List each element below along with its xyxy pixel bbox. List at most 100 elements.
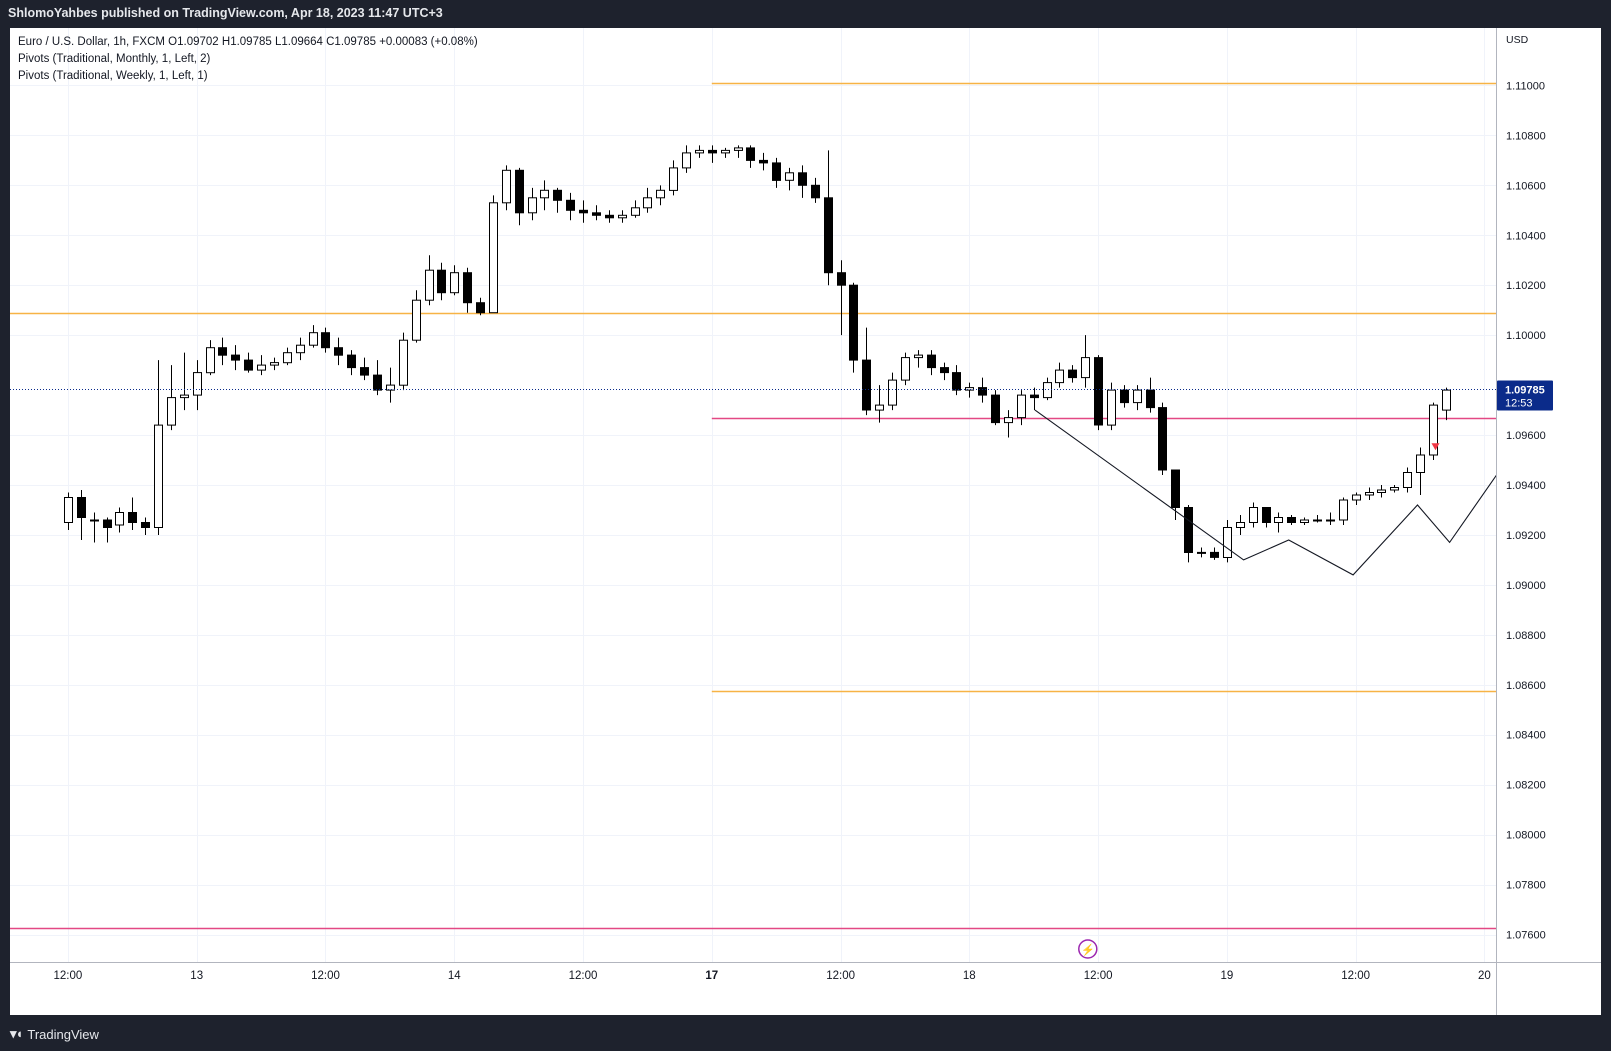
pivot-lines — [10, 82, 1496, 930]
candle-down — [553, 189, 562, 201]
signal-down-icon — [1431, 443, 1440, 451]
candle-up — [1300, 519, 1309, 523]
legend-monthly-pivots[interactable]: Pivots (Traditional, Monthly, 1, Left, 2… — [18, 53, 211, 65]
brand-name: TradingView — [27, 1026, 99, 1042]
candle-up — [283, 352, 292, 364]
candle-up — [643, 197, 652, 209]
candle-up — [425, 269, 434, 301]
candle-up — [1313, 519, 1322, 522]
publisher-text: ShlomoYahbes published on TradingView.co… — [8, 6, 443, 20]
candle-up — [64, 497, 73, 523]
drawings — [1034, 409, 1496, 576]
time-tick-label: 17 — [705, 970, 718, 982]
event-circle-icon — [1078, 939, 1098, 959]
candle-up — [901, 357, 910, 381]
candle-up — [528, 197, 537, 214]
price-tick-label: 1.07800 — [1506, 880, 1546, 892]
candle-down — [373, 374, 382, 391]
candle-up — [154, 424, 163, 529]
candle-up — [1377, 489, 1386, 493]
top-bar: ShlomoYahbes published on TradingView.co… — [0, 0, 1611, 28]
price-axis[interactable]: 1.11000 1.10800 1.10600 1.10400 1.10200 1.100… — [1506, 80, 1546, 941]
chart-frame: USD 1.11000 1.10800 1.10600 1.10400 1.10200 1… — [10, 28, 1601, 1015]
candle-up — [450, 272, 459, 294]
time-tick-label: 12:00 — [569, 970, 598, 982]
price-tick-label: 1.08200 — [1506, 780, 1546, 792]
candle-up — [257, 364, 266, 371]
candle-up — [115, 512, 124, 526]
candle-down — [1146, 389, 1155, 409]
candle-up — [386, 384, 395, 391]
candle-up — [1223, 527, 1232, 558]
candle-down — [1094, 357, 1103, 426]
legend-symbol-line[interactable]: Euro / U.S. Dollar, 1h, FXCM O1.09702 H1… — [18, 36, 478, 48]
price-tick-label: 1.11000 — [1506, 80, 1545, 92]
candle-up — [193, 372, 202, 396]
candle-up — [888, 379, 897, 406]
candle-down — [991, 394, 1000, 424]
candle-up — [1326, 519, 1335, 522]
candle-up — [875, 404, 884, 411]
candle-down — [849, 284, 858, 361]
candle-down — [862, 359, 871, 411]
candle-up — [180, 394, 189, 399]
price-tick-label: 1.09600 — [1506, 430, 1546, 442]
candle-down — [360, 367, 369, 376]
candle-down — [515, 169, 524, 214]
candle-down — [566, 199, 575, 211]
candle-up — [721, 149, 730, 154]
candle-up — [1133, 389, 1142, 404]
candle-up — [1081, 357, 1090, 379]
lightning-icon: ⚡ — [1081, 944, 1095, 957]
candle-down — [798, 172, 807, 186]
last-price-value: 1.09785 — [1505, 385, 1545, 397]
candle-down — [811, 184, 820, 199]
grid-lines — [10, 28, 1496, 962]
candle-up — [785, 172, 794, 181]
candle-down — [1171, 469, 1180, 508]
time-tick-label: 13 — [190, 970, 203, 982]
price-tick-label: 1.09400 — [1506, 480, 1546, 492]
time-axis[interactable]: 12:00 13 12:00 14 12:00 17 12:00 18 12:00 19 12:00… — [54, 970, 1491, 982]
price-tick-label: 1.09000 — [1506, 580, 1546, 592]
candle-down — [1262, 507, 1271, 523]
price-tick-label: 1.08800 — [1506, 630, 1546, 642]
candle-up — [206, 347, 215, 374]
candle-down — [759, 159, 768, 164]
legend-weekly-pivots[interactable]: Pivots (Traditional, Weekly, 1, Left, 1) — [18, 70, 208, 82]
projection-path-arrow — [1034, 409, 1496, 576]
price-tick-label: 1.10200 — [1506, 280, 1546, 292]
candle-up — [412, 299, 421, 341]
candle-up — [1004, 417, 1013, 424]
candle-up — [167, 397, 176, 426]
candle-down — [128, 512, 137, 523]
candle-up — [1352, 494, 1361, 501]
price-tick-label: 1.08400 — [1506, 730, 1546, 742]
candle-down — [244, 359, 253, 371]
candle-down — [476, 302, 485, 314]
candle-down — [837, 272, 846, 286]
candle-up — [296, 344, 305, 354]
candle-up — [1390, 487, 1399, 491]
candle-up — [1236, 522, 1245, 528]
candle-down — [1120, 389, 1129, 404]
candle-down — [77, 497, 86, 518]
chart-legend: Euro / U.S. Dollar, 1h, FXCM O1.09702 H1… — [18, 34, 478, 85]
brand[interactable]: ▾◖ TradingView — [10, 1026, 99, 1042]
price-tick-label: 1.07600 — [1506, 930, 1546, 942]
candle-down — [334, 347, 343, 356]
candle-down — [1030, 394, 1039, 399]
candle-up — [656, 189, 665, 199]
candle-up — [618, 214, 627, 219]
candle-down — [1158, 407, 1167, 471]
candle-up — [734, 147, 743, 151]
candle-down — [927, 354, 936, 369]
candle-up — [669, 167, 678, 191]
price-tick-label: 1.10800 — [1506, 130, 1546, 142]
candle-down — [103, 519, 112, 528]
candle-up — [914, 354, 923, 359]
candle-up — [1429, 404, 1438, 456]
candle-down — [231, 354, 240, 361]
price-chart[interactable]: USD 1.110001.108001.106001.104001.102001… — [10, 28, 1601, 1015]
candle-up — [489, 202, 498, 314]
